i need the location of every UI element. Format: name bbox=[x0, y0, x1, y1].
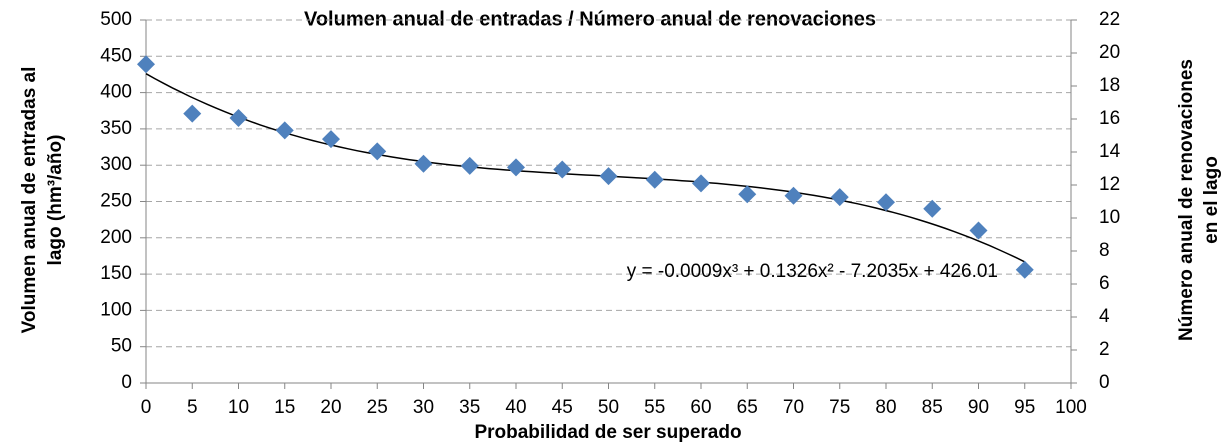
y-tick-label: 300 bbox=[100, 154, 132, 175]
x-tick-label: 50 bbox=[598, 397, 619, 418]
y2-tick-label: 22 bbox=[1099, 9, 1120, 30]
x-tick-label: 70 bbox=[783, 397, 804, 418]
y-axis-title: Volumen anual de entradas al bbox=[19, 67, 40, 334]
chart-title: Volumen anual de entradas / Número anual… bbox=[304, 8, 876, 30]
y2-axis-title: en el lago bbox=[1201, 156, 1222, 244]
data-point bbox=[645, 170, 664, 189]
x-tick-label: 40 bbox=[505, 397, 526, 418]
y2-axis-title: Número anual de renovaciones bbox=[1176, 59, 1197, 341]
x-tick-label: 55 bbox=[644, 397, 665, 418]
x-tick-label: 5 bbox=[187, 397, 198, 418]
x-axis-title: Probabilidad de ser superado bbox=[474, 422, 741, 443]
y2-tick-label: 18 bbox=[1099, 75, 1120, 96]
y2-tick-label: 6 bbox=[1099, 273, 1110, 294]
x-tick-label: 10 bbox=[228, 397, 249, 418]
y2-tick-label: 10 bbox=[1099, 207, 1120, 228]
data-point bbox=[923, 199, 942, 218]
data-point bbox=[183, 104, 202, 123]
data-point bbox=[368, 142, 387, 161]
y2-tick-label: 8 bbox=[1099, 240, 1110, 261]
y2-tick-label: 0 bbox=[1099, 372, 1110, 393]
y2-tick-label: 14 bbox=[1099, 141, 1121, 162]
y-tick-label: 50 bbox=[111, 336, 132, 357]
y2-tick-label: 12 bbox=[1099, 174, 1120, 195]
data-point bbox=[275, 121, 294, 140]
y-tick-label: 500 bbox=[100, 9, 132, 30]
y2-tick-label: 16 bbox=[1099, 108, 1120, 129]
data-point bbox=[229, 109, 248, 128]
data-point bbox=[692, 174, 710, 193]
y-tick-label: 250 bbox=[100, 191, 132, 212]
x-tick-label: 65 bbox=[737, 397, 758, 418]
y-tick-label: 150 bbox=[100, 263, 132, 284]
x-tick-label: 15 bbox=[274, 397, 295, 418]
data-point bbox=[784, 186, 803, 205]
x-tick-label: 100 bbox=[1055, 397, 1087, 418]
y-tick-label: 200 bbox=[100, 227, 132, 248]
data-point bbox=[830, 188, 849, 207]
y-axis-title: lago (hm³/año) bbox=[45, 135, 66, 266]
y-tick-label: 350 bbox=[100, 118, 132, 139]
data-point bbox=[1015, 260, 1034, 279]
x-tick-label: 25 bbox=[367, 397, 388, 418]
x-tick-label: 30 bbox=[413, 397, 434, 418]
y-tick-label: 400 bbox=[100, 82, 132, 103]
x-tick-label: 0 bbox=[141, 397, 152, 418]
trendline-equation: y = -0.0009x³ + 0.1326x² - 7.2035x + 426… bbox=[627, 261, 998, 282]
data-point bbox=[322, 130, 340, 149]
data-point bbox=[460, 156, 479, 175]
data-point bbox=[507, 158, 525, 177]
trendline bbox=[145, 73, 1026, 263]
y2-tick-label: 2 bbox=[1099, 339, 1110, 360]
x-tick-label: 80 bbox=[875, 397, 896, 418]
data-point bbox=[553, 160, 572, 179]
x-tick-label: 20 bbox=[320, 397, 341, 418]
data-point bbox=[877, 193, 895, 212]
data-point bbox=[137, 55, 155, 74]
y-tick-label: 450 bbox=[100, 45, 132, 66]
y-tick-label: 0 bbox=[121, 372, 132, 393]
y2-tick-label: 4 bbox=[1099, 306, 1110, 327]
data-point bbox=[738, 185, 757, 204]
x-tick-label: 75 bbox=[829, 397, 850, 418]
data-point bbox=[969, 221, 988, 240]
x-tick-label: 90 bbox=[968, 397, 989, 418]
x-tick-label: 95 bbox=[1014, 397, 1035, 418]
data-point bbox=[414, 154, 433, 173]
x-tick-label: 85 bbox=[922, 397, 943, 418]
x-tick-label: 35 bbox=[459, 397, 480, 418]
x-tick-label: 45 bbox=[552, 397, 573, 418]
y-tick-label: 100 bbox=[100, 299, 132, 320]
y2-tick-label: 20 bbox=[1099, 42, 1120, 63]
x-tick-label: 60 bbox=[690, 397, 711, 418]
data-point bbox=[599, 167, 618, 186]
